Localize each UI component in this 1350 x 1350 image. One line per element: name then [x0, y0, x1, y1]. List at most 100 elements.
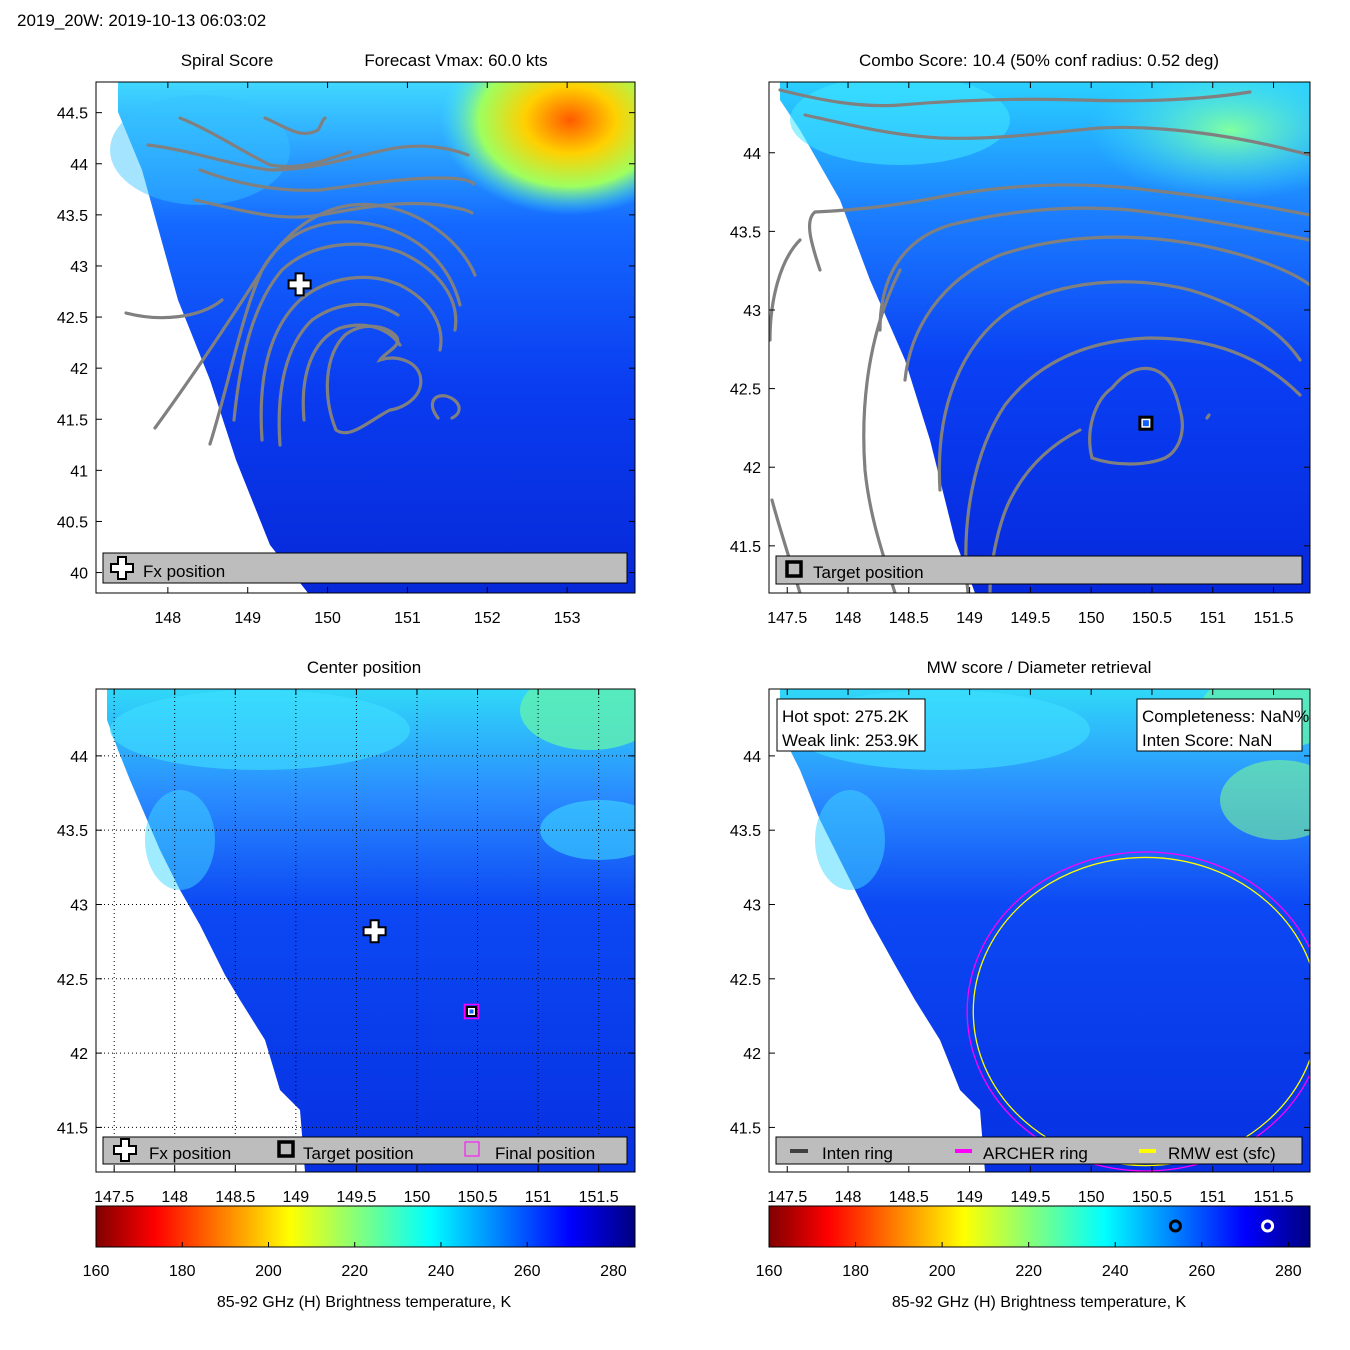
center-grid: [96, 689, 635, 1172]
x-tick-label: 147.5: [767, 1189, 807, 1206]
spiral-title-left: Spiral Score: [181, 51, 274, 70]
combo-title: Combo Score: 10.4 (50% conf radius: 0.52…: [859, 51, 1219, 70]
x-tick-label: 148: [835, 1189, 862, 1206]
colorbar-left-ramp: [95, 1205, 636, 1248]
y-tick-label: 42.5: [730, 382, 761, 399]
mw-title: MW score / Diameter retrieval: [927, 658, 1152, 677]
y-tick-label: 43.5: [57, 823, 88, 840]
colorbar-right-label: 85-92 GHz (H) Brightness temperature, K: [892, 1294, 1187, 1311]
combo-heatmap: [769, 82, 1310, 593]
completeness-value: Completeness: NaN%: [1142, 707, 1309, 726]
x-tick-label: 149: [956, 1189, 983, 1206]
spiral-legend: Fx position: [102, 552, 628, 584]
center-heatmap: [107, 689, 635, 1172]
x-tick-label: 150.5: [1132, 610, 1172, 627]
colorbar-tick-label: 220: [1015, 1263, 1042, 1280]
center-yticks: 41.5 42 42.5 43 43.5 44: [57, 749, 635, 1137]
y-tick-label: 42: [743, 1046, 761, 1063]
final-square-icon: [463, 1003, 480, 1020]
target-square-icon: [277, 1140, 295, 1158]
center-panel: Center position 147.5 148 148.5 149 149.5 150…: [57, 658, 636, 1206]
center-xticks: 147.5 148 148.5 149 149.5 150 150.5 151 151.5: [94, 689, 619, 1206]
x-tick-label: 150: [1078, 610, 1105, 627]
x-tick-label: 149.5: [336, 1189, 376, 1206]
y-tick-label: 43: [70, 897, 88, 914]
y-tick-label: 43: [743, 897, 761, 914]
y-tick-label: 42.5: [57, 972, 88, 989]
fx-cross-icon: [362, 919, 387, 944]
colorbar-tick-label: 180: [842, 1263, 869, 1280]
x-tick-label: 149: [283, 1189, 310, 1206]
combo-target-marker: [1138, 415, 1154, 431]
inten-score-value: Inten Score: NaN: [1142, 731, 1272, 750]
spiral-xticks: 148 149 150 151 152 153: [155, 82, 581, 627]
center-legend: Fx position Target position Final positi…: [102, 1136, 628, 1165]
combo-axes: [768, 81, 1311, 594]
hot-spot-value: Hot spot: 275.2K: [782, 707, 909, 726]
spiral-contours: [124, 116, 477, 447]
x-tick-label: 150: [1078, 1189, 1105, 1206]
colorbar-tick-label: 260: [1188, 1263, 1215, 1280]
x-tick-label: 148.5: [889, 1189, 929, 1206]
y-tick-label: 41.5: [57, 412, 88, 429]
legend-rmw-ring: RMW est (sfc): [1168, 1144, 1276, 1163]
legend-target-position: Target position: [303, 1144, 414, 1163]
y-tick-label: 40.5: [57, 514, 88, 531]
y-tick-label: 42.5: [57, 310, 88, 327]
mw-axes: [768, 688, 1311, 1173]
spiral-fx-marker: [287, 272, 312, 297]
x-tick-label: 150.5: [1132, 1189, 1172, 1206]
weak-link-value: Weak link: 253.9K: [782, 731, 919, 750]
x-tick-label: 148: [155, 610, 182, 627]
mw-panel: MW score / Diameter retrieval 147.5 148 14…: [730, 658, 1311, 1206]
x-tick-label: 150.5: [458, 1189, 498, 1206]
x-tick-label: 151: [1199, 610, 1226, 627]
spiral-yticks: 40 40.5 41 41.5 42 42.5 43 43.5 44 44.5: [57, 106, 635, 583]
spiral-heatmap: [110, 82, 635, 593]
y-tick-label: 43.5: [57, 208, 88, 225]
x-tick-label: 150: [404, 1189, 431, 1206]
y-tick-label: 43.5: [730, 224, 761, 241]
target-square-icon: [785, 560, 803, 578]
colorbar-right-ramp: [768, 1205, 1311, 1248]
center-target-marker: [463, 1003, 480, 1020]
y-tick-label: 42: [70, 361, 88, 378]
legend-fx-position: Fx position: [149, 1144, 231, 1163]
y-tick-label: 42.5: [730, 972, 761, 989]
mw-rings: [966, 851, 1310, 1172]
y-tick-label: 44: [743, 749, 761, 766]
spiral-axes: [95, 81, 636, 594]
colorbar-tick-label: 280: [600, 1263, 627, 1280]
x-tick-label: 149: [956, 610, 983, 627]
y-tick-label: 40: [70, 566, 88, 583]
x-tick-label: 148.5: [215, 1189, 255, 1206]
combo-xticks: 147.5 148 148.5 149 149.5 150 150.5 151 151.5: [767, 82, 1294, 627]
y-tick-label: 44.5: [57, 106, 88, 123]
y-tick-label: 43: [70, 259, 88, 276]
combo-contours: [769, 88, 1310, 593]
x-tick-label: 148.5: [889, 610, 929, 627]
y-tick-label: 41.5: [730, 539, 761, 556]
rmw-ring: [972, 856, 1310, 1167]
colorbar-right-markers: [1168, 1219, 1275, 1233]
spiral-title-right: Forecast Vmax: 60.0 kts: [364, 51, 547, 70]
colorbar-tick-label: 180: [169, 1263, 196, 1280]
colorbar-tick-label: 240: [1102, 1263, 1129, 1280]
colorbar-left-ticks: 160 180 200 220 240 260 280: [83, 1242, 627, 1280]
x-tick-label: 151: [525, 1189, 552, 1206]
x-tick-label: 148: [835, 610, 862, 627]
final-square-icon: [464, 1141, 480, 1157]
colorbar-right-ticks: 160 180 200 220 240 260 280: [756, 1242, 1302, 1280]
mw-completeness-box: Completeness: NaN% Inten Score: NaN: [1136, 698, 1309, 752]
legend-final-position: Final position: [495, 1144, 595, 1163]
x-tick-label: 151: [1199, 1189, 1226, 1206]
y-tick-label: 42: [743, 460, 761, 477]
x-tick-label: 149.5: [1010, 1189, 1050, 1206]
x-tick-label: 150: [314, 610, 341, 627]
y-tick-label: 41.5: [730, 1120, 761, 1137]
colorbar-tick-label: 160: [83, 1263, 110, 1280]
combo-panel: Combo Score: 10.4 (50% conf radius: 0.52…: [730, 51, 1311, 627]
y-tick-label: 44: [70, 749, 88, 766]
y-tick-label: 41.5: [57, 1120, 88, 1137]
